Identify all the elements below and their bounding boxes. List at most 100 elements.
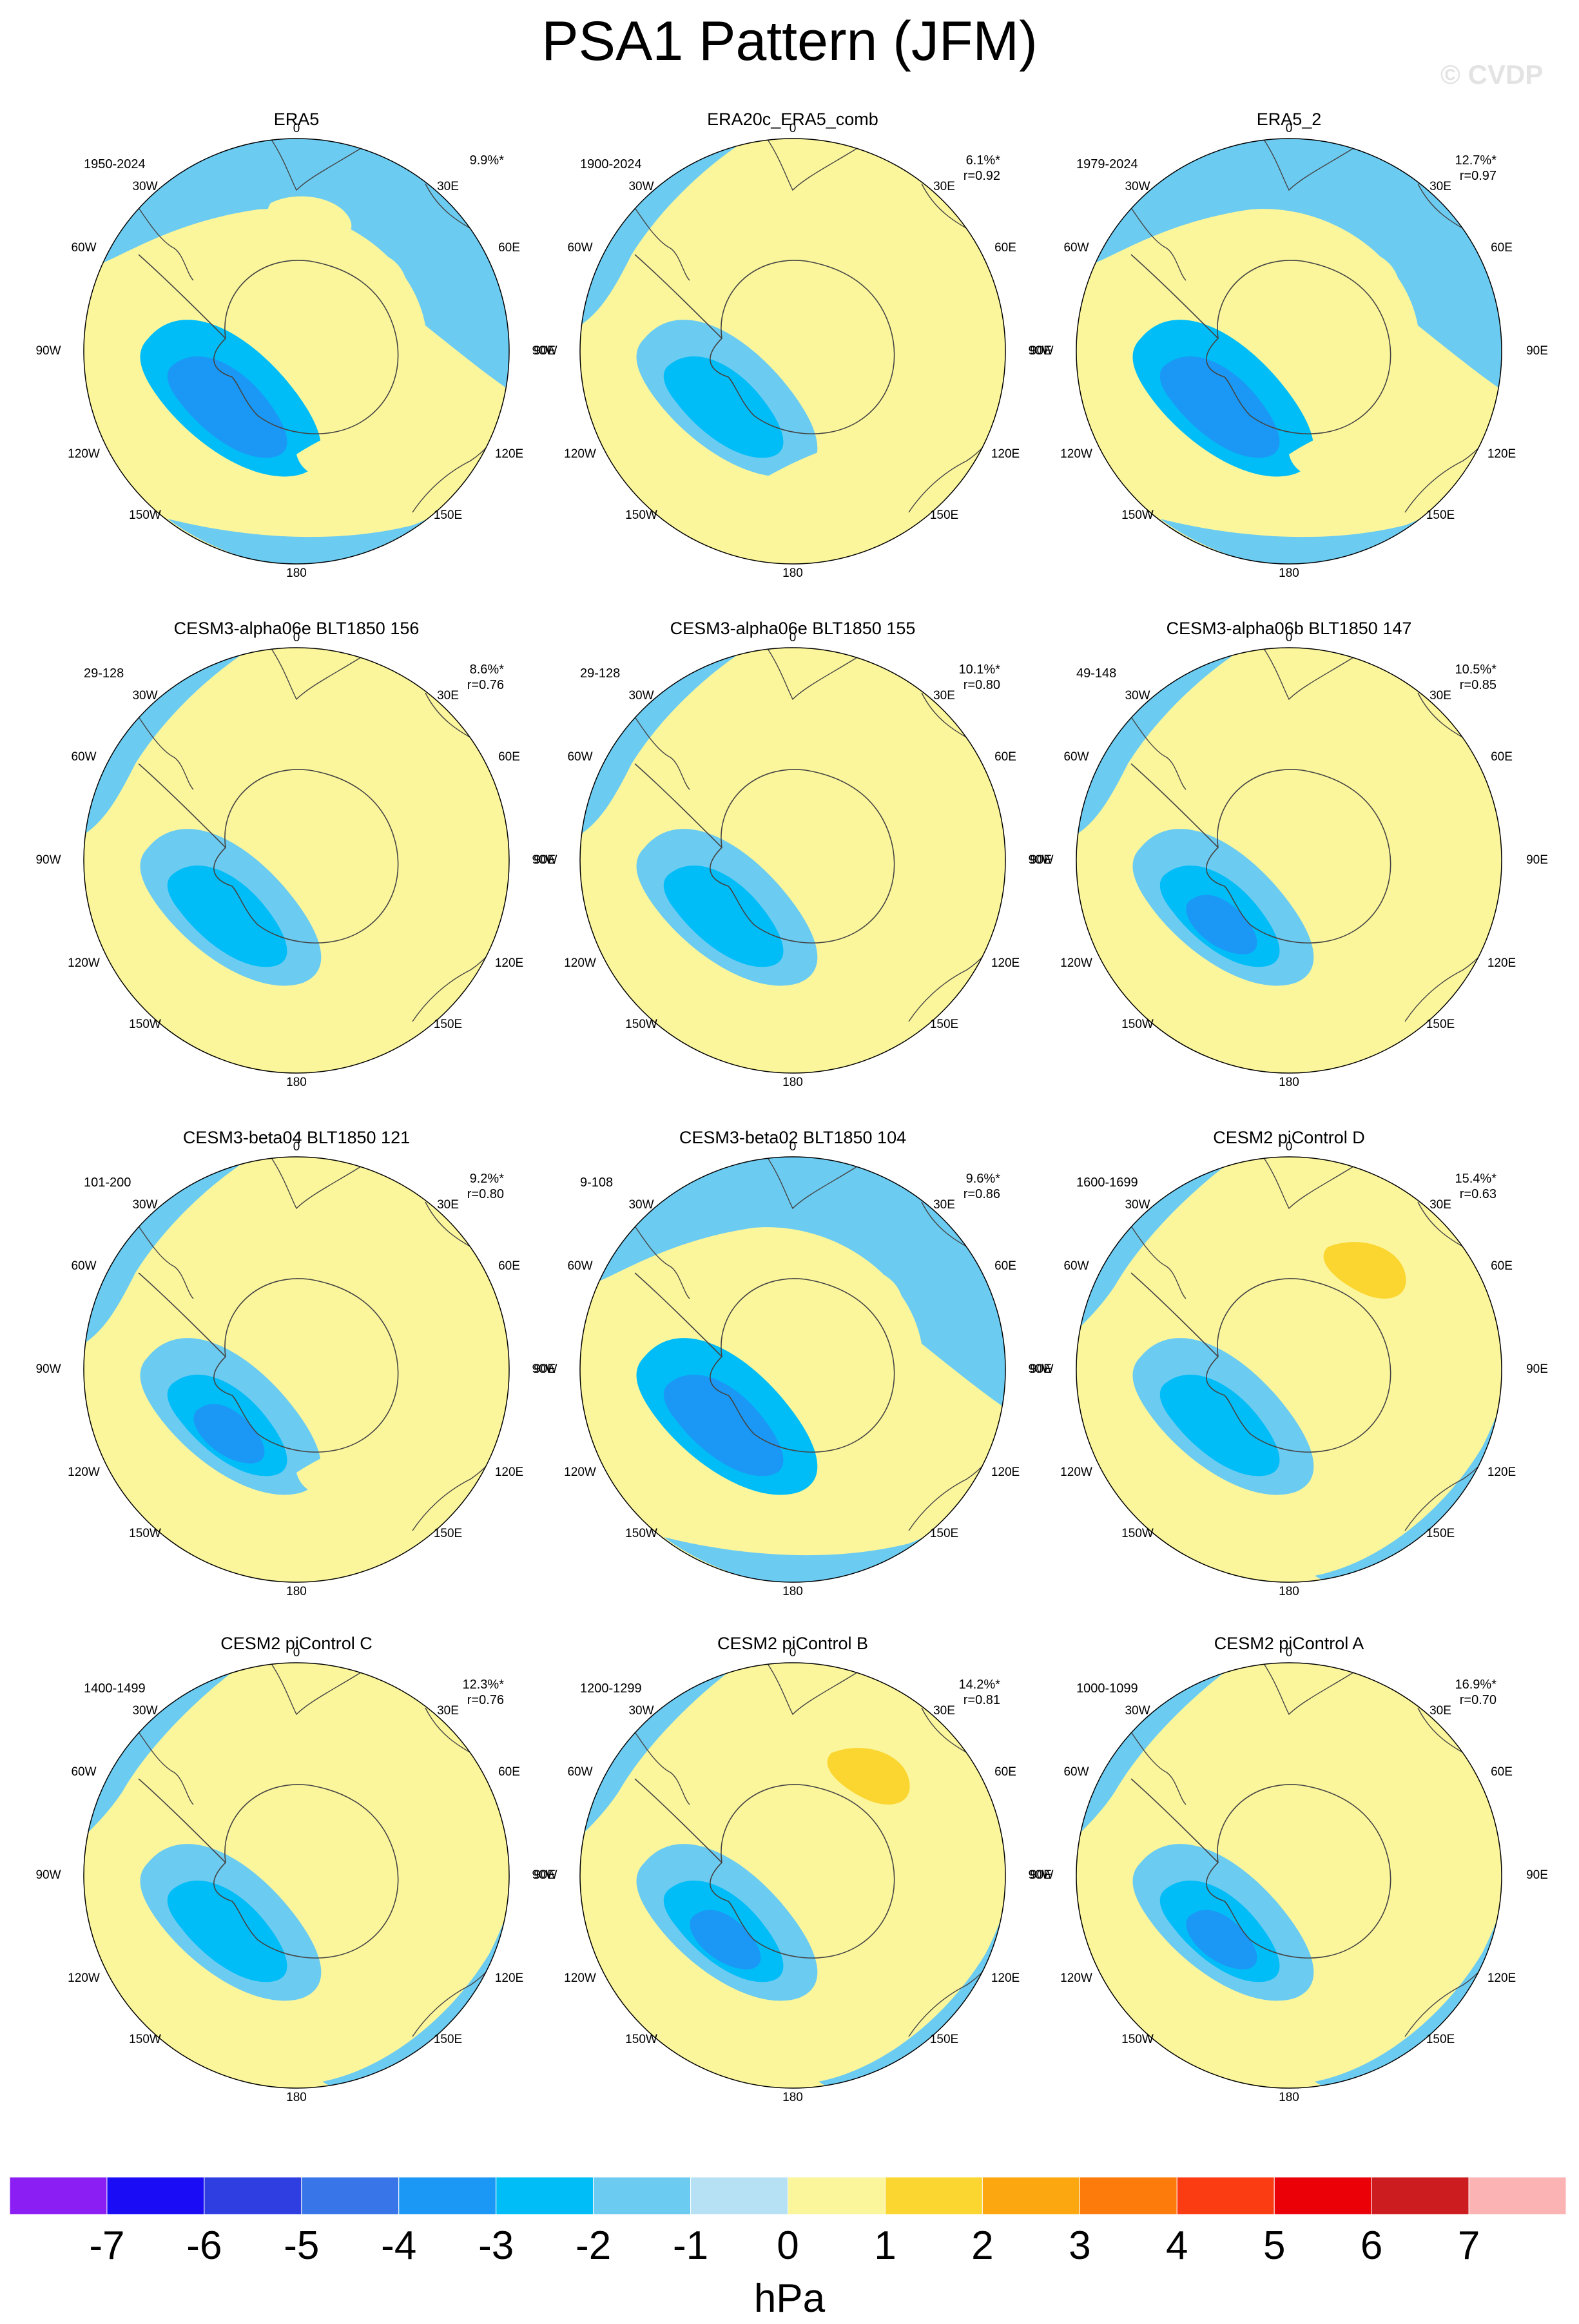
longitude-label: 150E — [929, 1527, 959, 1540]
antarctica-coastline — [213, 1278, 399, 1453]
panel-pattern-correlation: r=0.81 — [963, 1693, 1000, 1707]
longitude-label: 180 — [286, 566, 307, 580]
longitude-label: 150E — [1426, 2033, 1455, 2046]
antarctica-coastline — [1206, 769, 1391, 944]
longitude-label: 60W — [71, 1259, 97, 1273]
colorbar-tick-label: -5 — [284, 2223, 320, 2268]
longitude-label: 90W — [532, 1868, 557, 1882]
positive-anomaly-contour — [763, 196, 848, 246]
map-boundary — [83, 647, 510, 1074]
positive-anomaly-contour — [87, 880, 168, 1031]
longitude-label: 60E — [498, 241, 520, 255]
longitude-label: 30E — [437, 689, 459, 702]
negative-anomaly-contour — [1186, 1910, 1257, 1970]
positive-anomaly-contour — [583, 1895, 664, 2046]
peninsula-coastline — [138, 254, 226, 339]
longitude-label: 120E — [1487, 956, 1516, 970]
colorbar-swatch — [1468, 2177, 1566, 2214]
polar-map — [579, 1662, 1006, 2089]
longitude-label: 180 — [1279, 1076, 1299, 1089]
longitude-label: 30W — [628, 1198, 654, 1212]
panel-pattern-correlation: r=0.92 — [963, 169, 1000, 183]
panel-pattern-correlation: r=0.76 — [467, 1693, 504, 1707]
polar-map — [1076, 1662, 1502, 2089]
longitude-label: 60E — [498, 1765, 520, 1779]
longitude-label: 120E — [494, 1971, 524, 1985]
longitude-label: 150E — [433, 1527, 463, 1540]
longitude-label: 120W — [68, 1971, 100, 1985]
longitude-label: 180 — [286, 2091, 307, 2104]
longitude-label: 30E — [933, 1704, 955, 1718]
positive-anomaly-contour — [296, 418, 423, 479]
antarctica-coastline — [1206, 1784, 1391, 1959]
longitude-label: 180 — [286, 1076, 307, 1089]
peninsula-coastline — [138, 763, 226, 848]
longitude-label: 60E — [994, 750, 1016, 764]
panel-variance-explained: 10.5%* — [1455, 663, 1497, 677]
map-panel: CESM3-beta04 BLT1850 121 101-200 9.2%* r=0.… — [35, 1125, 555, 1614]
longitude-label: 60E — [498, 1259, 520, 1273]
longitude-label: 60E — [994, 1765, 1016, 1779]
longitude-label: 60E — [994, 241, 1016, 255]
longitude-label: 150E — [433, 1018, 463, 1031]
antarctica-coastline — [710, 1278, 895, 1453]
map-panel: CESM2 piControl D 1600-1699 15.4%* r=0.63 0 3… — [1028, 1125, 1547, 1614]
longitude-label: 90E — [1526, 853, 1548, 867]
background-anomaly — [580, 648, 1005, 1073]
peninsula-coastline — [634, 1272, 722, 1357]
panel-title: ERA5 — [273, 110, 320, 129]
negative-anomaly-contour — [1083, 139, 1502, 564]
longitude-label: 0 — [1285, 122, 1293, 135]
continent-coastline — [270, 1157, 362, 1210]
longitude-label: 90W — [35, 344, 61, 358]
longitude-label: 0 — [789, 1646, 797, 1660]
longitude-label: 90E — [1526, 1868, 1548, 1882]
longitude-label: 60E — [498, 750, 520, 764]
map-panel: ERA5_2 1979-2024 12.7%* r=0.97 0 30E 60E 90E 120… — [1028, 106, 1547, 596]
map-boundary — [1076, 647, 1502, 1074]
longitude-label: 30E — [1429, 689, 1451, 702]
longitude-label: 60E — [994, 1259, 1016, 1273]
longitude-label: 30E — [437, 1704, 459, 1718]
peninsula-coastline — [138, 1778, 226, 1863]
map-boundary — [83, 1156, 510, 1583]
polar-map — [1076, 138, 1502, 565]
longitude-label: 150W — [625, 2033, 657, 2046]
continent-coastline — [766, 1663, 858, 1716]
longitude-label: 30E — [1429, 1704, 1451, 1718]
polar-map — [83, 1662, 510, 2089]
longitude-label: 60W — [567, 241, 593, 255]
negative-anomaly-contour — [663, 866, 784, 967]
map-panel: ERA5 1950-2024 9.9%* 0 30E 60E 90E 120E 150E 180 1… — [35, 106, 555, 596]
longitude-label: 150W — [1121, 2033, 1154, 2046]
panel-variance-explained: 16.9%* — [1455, 1678, 1497, 1692]
negative-anomaly-contour — [167, 866, 287, 967]
panel-pattern-correlation: r=0.86 — [963, 1187, 1000, 1201]
panel-title: CESM3-beta04 BLT1850 121 — [182, 1128, 411, 1147]
longitude-label: 150W — [129, 2033, 161, 2046]
positive-anomaly-contour — [267, 705, 352, 755]
longitude-label: 60W — [1063, 1259, 1089, 1273]
longitude-label: 90E — [1526, 344, 1548, 358]
continent-coastline — [631, 1727, 690, 1805]
longitude-label: 150E — [1426, 508, 1455, 522]
continent-coastline — [766, 1157, 858, 1210]
longitude-label: 120W — [564, 447, 596, 461]
panel-variance-explained: 14.2%* — [958, 1678, 1001, 1692]
colorbar-tick-label: 6 — [1360, 2223, 1383, 2268]
colorbar-tick-label: -1 — [672, 2223, 709, 2268]
longitude-label: 150W — [129, 1527, 161, 1540]
longitude-label: 0 — [789, 122, 797, 135]
positive-anomaly-contour — [87, 1895, 168, 2046]
positive-anomaly-contour — [1080, 1895, 1161, 2046]
longitude-label: 120E — [494, 956, 524, 970]
longitude-label: 0 — [293, 631, 300, 644]
continent-coastline — [135, 202, 194, 281]
panel-pattern-correlation: r=0.76 — [467, 678, 504, 692]
longitude-label: 150E — [1426, 1018, 1455, 1031]
negative-anomaly-contour — [193, 1404, 265, 1464]
longitude-label: 30W — [1125, 1704, 1150, 1718]
positive-anomaly-contour — [829, 760, 904, 829]
longitude-label: 0 — [1285, 1646, 1293, 1660]
longitude-label: 0 — [293, 1646, 300, 1660]
